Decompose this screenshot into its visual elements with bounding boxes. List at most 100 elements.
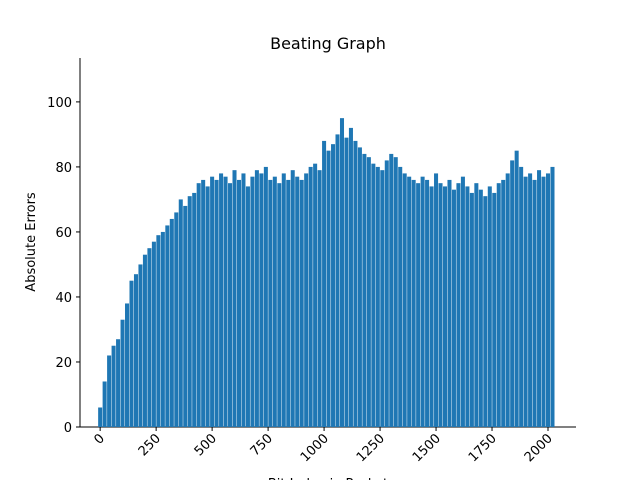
bar (474, 183, 479, 427)
bar (290, 170, 295, 427)
bar (353, 140, 358, 427)
bar (142, 254, 147, 427)
bar (384, 160, 389, 427)
bar (398, 166, 403, 427)
bar (272, 176, 277, 427)
y-tick-label: 80 (55, 161, 72, 176)
bar (219, 173, 224, 427)
bar (416, 183, 421, 427)
bar (456, 183, 461, 427)
bar (138, 264, 143, 427)
bar (545, 173, 551, 427)
bar (496, 183, 501, 427)
bar (331, 144, 336, 428)
bar (232, 170, 237, 427)
bar (223, 176, 228, 427)
bar (505, 173, 510, 427)
bar (451, 189, 456, 427)
bar (250, 176, 255, 427)
bar (129, 280, 134, 427)
bar (147, 248, 152, 427)
bar (429, 186, 434, 427)
bar (344, 137, 349, 427)
bar (541, 176, 546, 427)
bar (411, 179, 416, 427)
bar (201, 179, 206, 427)
bar (187, 196, 192, 427)
y-tick-label: 0 (64, 421, 72, 436)
bar (174, 212, 179, 427)
y-tick-label: 60 (55, 226, 72, 241)
bar (380, 170, 385, 427)
bar (133, 274, 138, 427)
bar (420, 176, 425, 427)
bar (308, 166, 313, 427)
bar (313, 163, 318, 427)
bar (151, 241, 156, 427)
x-tick-label: 2000 (522, 431, 556, 465)
bar (228, 183, 233, 427)
chart-title: Beating Graph (270, 34, 386, 53)
bar (528, 173, 533, 427)
bar (295, 176, 300, 427)
bar (407, 176, 412, 427)
y-tick-label: 40 (55, 291, 72, 306)
bar (120, 319, 125, 427)
bar (465, 186, 470, 427)
x-tick-label: 1500 (410, 431, 444, 465)
bar (469, 192, 474, 427)
bar (532, 179, 537, 427)
bar (362, 153, 367, 428)
bar (196, 183, 201, 427)
bar (116, 339, 121, 427)
bar (519, 166, 524, 427)
bar (523, 176, 528, 427)
bar (514, 150, 519, 428)
x-tick-label: 250 (136, 431, 164, 459)
bar (425, 179, 430, 427)
bar (160, 231, 165, 427)
bar (317, 170, 322, 427)
bar (447, 179, 452, 427)
bar (259, 173, 264, 427)
bar (236, 179, 242, 427)
bar (156, 235, 161, 427)
bar (393, 157, 398, 428)
bar (402, 173, 407, 427)
bar (183, 205, 188, 427)
bar (107, 355, 112, 427)
bar (366, 157, 371, 428)
bar (214, 179, 219, 427)
bar (263, 166, 268, 427)
x-tick-label: 1250 (354, 431, 388, 465)
bar (375, 166, 380, 427)
bar (434, 173, 439, 427)
x-tick-label: 500 (192, 431, 220, 459)
bar (322, 140, 327, 427)
bar (483, 196, 488, 427)
bar (165, 225, 170, 427)
bar (326, 150, 331, 428)
bar (299, 179, 304, 427)
x-tick-label: 0 (92, 431, 108, 447)
bar (268, 179, 273, 427)
bar (245, 186, 250, 427)
bar (537, 170, 542, 427)
bar (102, 381, 107, 427)
bar (438, 183, 443, 427)
bar (348, 127, 353, 427)
bar (205, 186, 210, 427)
bar (478, 189, 483, 427)
x-axis-label: Bit Index in Packet (268, 477, 388, 480)
bar (357, 147, 362, 428)
y-tick-label: 100 (47, 96, 72, 111)
x-tick-label: 1000 (298, 431, 332, 465)
bar (442, 186, 448, 427)
y-axis-label: Absolute Errors (24, 192, 39, 292)
bar (510, 160, 515, 427)
bar (254, 170, 259, 427)
bar (304, 173, 309, 427)
bar (277, 183, 282, 427)
bar (487, 186, 492, 427)
